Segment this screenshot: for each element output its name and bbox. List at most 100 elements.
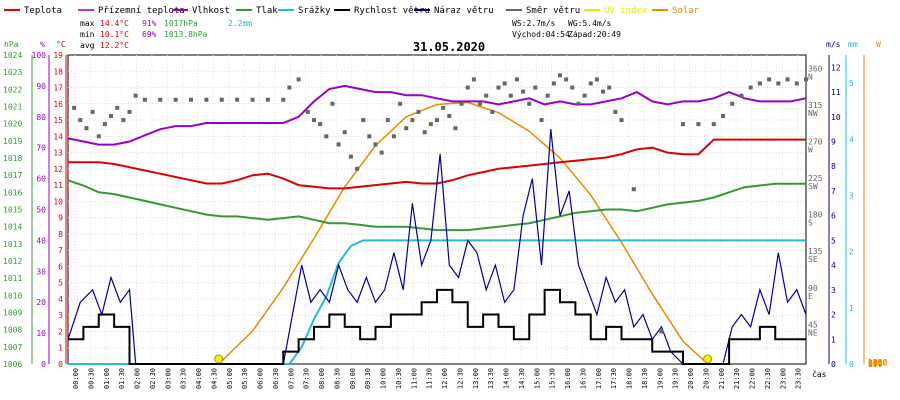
wind-direction-point (696, 122, 701, 127)
wind-direction-point (142, 97, 147, 102)
stat-min-hum: 69% (142, 30, 157, 39)
pressure-tick-label: 1023 (3, 68, 22, 77)
x-tick-label: 14:00 (503, 368, 511, 389)
legend-label: Vlhkost (192, 6, 230, 16)
unit-hpa: hPa (4, 40, 19, 49)
solar-tick-label: 1050 (868, 359, 887, 368)
legend-label: Rychlost větru (354, 6, 430, 16)
wind-tick-label: 6 (831, 212, 836, 221)
x-tick-label: 06:00 (257, 368, 265, 389)
legend-swatch (236, 9, 252, 11)
wind-tick-label: 1 (831, 335, 836, 344)
plot-frame (67, 54, 807, 365)
x-tick-label: 07:30 (303, 368, 311, 389)
stats-block: max 14.4°C 91% 1017hPa 2.2mm min 10.1°C … (80, 19, 621, 50)
wind-direction-point (367, 134, 372, 139)
wind-direction-point (496, 85, 501, 90)
wind-direction-point (428, 122, 433, 127)
stat-max-label: max (80, 19, 95, 28)
right-axes: 360N315NW270W225SW180S135SE90E45NE012345… (808, 55, 887, 369)
wind-direction-point (115, 105, 120, 110)
wind-direction-point (720, 113, 725, 118)
pressure-tick-label: 1012 (3, 257, 22, 266)
pressure-tick-label: 1020 (3, 120, 22, 129)
x-tick-label: 21:30 (733, 368, 741, 389)
wind-direction-point (607, 85, 612, 90)
series-line-vlhkost (67, 84, 807, 146)
temp-tick-label: 5 (58, 279, 63, 288)
solar-tick-label: 600 (868, 359, 883, 368)
wind-direction-point (348, 154, 353, 159)
solar-tick-label: 1500 (868, 358, 887, 367)
solar-tick-label: 1200 (868, 358, 887, 367)
x-tick-label: 20:00 (687, 368, 695, 389)
legend-item-tlak: Tlak (236, 6, 278, 16)
wind-direction-point (305, 109, 310, 114)
legend-label: Přízemní teplota (98, 6, 185, 16)
x-tick-label: 14:30 (518, 368, 526, 389)
left-axes: 0123456789101112131415161718191006100710… (3, 51, 67, 369)
x-tick-label: 03:00 (164, 368, 172, 389)
wind-direction-point (681, 122, 685, 127)
pressure-tick-label: 1019 (3, 137, 22, 146)
wind-direction-point (711, 122, 716, 127)
legend-swatch (584, 9, 600, 11)
unit-degc: °C (56, 40, 66, 49)
wind-speed-line (68, 288, 806, 365)
wind-direction-point (514, 77, 519, 82)
stat-avg-label: avg (80, 41, 95, 50)
wind-direction-point (558, 73, 562, 78)
pressure-tick-label: 1007 (3, 343, 22, 352)
x-tick-label: 12:30 (456, 368, 464, 389)
stat-rain-total: 2.2mm (228, 19, 252, 28)
pressure-tick-label: 1021 (3, 103, 22, 112)
wind-direction-point (373, 142, 378, 147)
wind-direction-point (739, 93, 744, 98)
wind-direction-point (804, 77, 808, 82)
legend-label: Solar (672, 6, 700, 16)
x-tick-label: 02:30 (149, 368, 157, 389)
direction-name-label: S (808, 219, 813, 228)
temp-tick-label: 3 (58, 311, 63, 320)
x-axis-title: čas (812, 369, 827, 379)
wind-direction-point (336, 142, 341, 147)
x-tick-label: 04:30 (210, 368, 218, 389)
sunrise-marker (214, 354, 224, 364)
pressure-tick-label: 1009 (3, 309, 22, 318)
stat-sunset: Západ:20:49 (568, 30, 621, 39)
wind-direction-point (659, 329, 664, 334)
temp-tick-label: 8 (58, 230, 63, 239)
legend-label: Srážky (298, 6, 331, 16)
humidity-tick-label: 90 (36, 82, 46, 91)
temp-tick-label: 9 (58, 214, 63, 223)
wind-direction-point (508, 93, 513, 98)
legend-item-smer-vetru: Směr větru (506, 6, 580, 16)
legend-swatch (278, 9, 294, 11)
humidity-tick-label: 10 (36, 329, 46, 338)
direction-tick-label: 180 (808, 211, 823, 220)
wind-direction-point (441, 105, 446, 110)
unit-pct: % (40, 40, 45, 49)
wind-direction-point (502, 81, 507, 86)
x-tick-label: 23:00 (779, 368, 787, 389)
wind-direction-point (204, 97, 209, 102)
humidity-tick-label: 0 (41, 360, 46, 369)
wind-tick-label: 11 (831, 88, 841, 97)
wind-direction-point (318, 122, 323, 127)
wind-direction-point (410, 118, 415, 123)
stat-min-label: min (80, 30, 95, 39)
direction-name-label: N (808, 72, 813, 81)
unit-mm: mm (848, 40, 858, 49)
direction-name-label: SW (808, 182, 818, 191)
wind-direction-point (453, 126, 458, 131)
wind-direction-point (471, 77, 476, 82)
humidity-tick-label: 100 (32, 51, 47, 60)
direction-name-label: W (808, 145, 813, 154)
temp-tick-label: 17 (53, 84, 63, 93)
wind-direction-point (521, 89, 526, 94)
wind-tick-label: 0 (831, 360, 836, 369)
humidity-tick-label: 20 (36, 298, 46, 307)
x-axis: 00:00 00:30 01:00 01:30 02:00 02:30 03:00 03:30… (72, 368, 803, 389)
